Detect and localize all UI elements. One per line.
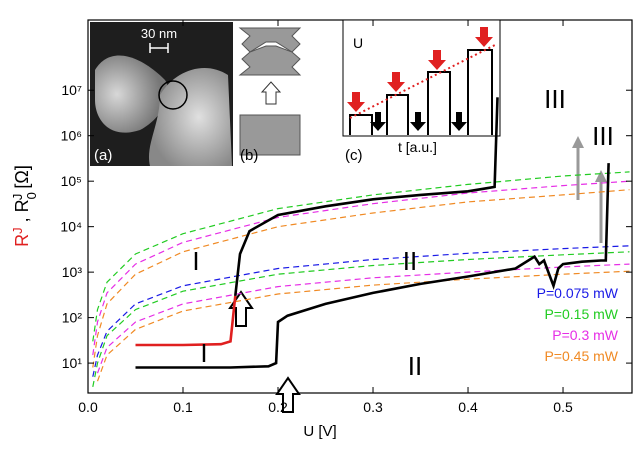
- annotation: I: [200, 338, 207, 368]
- y-label-part: R: [12, 234, 32, 247]
- x-axis-label: U [V]: [303, 423, 336, 440]
- y-tick-label: 10⁶: [61, 128, 82, 144]
- annotation: III: [544, 84, 566, 114]
- model-curve: [92, 180, 630, 356]
- legend-entry: P=0.3 mW: [552, 327, 619, 343]
- inset-a: [90, 22, 233, 166]
- y-tick-label: 10¹: [62, 355, 83, 371]
- measured-curve: [135, 295, 237, 347]
- annotation: 30 nm: [141, 26, 177, 41]
- measured-curve: [234, 97, 499, 297]
- y-label-part: J: [10, 194, 25, 201]
- x-tick-label: 0.2: [268, 399, 288, 415]
- annotation: (a): [94, 147, 112, 164]
- y-label-part: [Ω]: [12, 165, 32, 193]
- model-curve: [96, 270, 630, 382]
- legend-entry: P=0.45 mW: [544, 348, 618, 364]
- x-tick-label: 0.5: [553, 399, 573, 415]
- y-axis-label: RJ , R0J [Ω]: [10, 165, 39, 247]
- annotation: II: [403, 246, 417, 276]
- y-tick-label: 10³: [62, 264, 83, 280]
- inset-c: [342, 19, 501, 137]
- annotation: II: [408, 351, 422, 381]
- y-label-part: , R: [12, 199, 32, 227]
- annotation: III: [592, 121, 614, 151]
- x-tick-label: 0.1: [173, 399, 193, 415]
- inset-b: [236, 22, 312, 166]
- plot-area: [92, 97, 630, 388]
- annotation: (c): [345, 147, 363, 164]
- legend-entry: P=0.075 mW: [537, 285, 619, 301]
- model-curve: [92, 189, 630, 368]
- y-tick-label: 10⁵: [61, 173, 82, 189]
- y-label-part: J: [10, 227, 25, 234]
- y-tick-label: 10²: [62, 310, 83, 326]
- measured-curve: [135, 163, 610, 369]
- x-tick-label: 0.4: [458, 399, 478, 415]
- model-curve: [92, 245, 630, 377]
- annotation: U: [353, 35, 363, 51]
- y-tick-label: 10⁴: [60, 219, 82, 235]
- legend-entry: P=0.15 mW: [544, 306, 618, 322]
- annotation: I: [192, 246, 199, 276]
- x-tick-label: 0.3: [363, 399, 383, 415]
- model-curve: [96, 263, 630, 374]
- annotation: t [a.u.]: [398, 139, 437, 155]
- model-curve: [92, 251, 630, 388]
- y-tick-label: 10⁷: [61, 82, 82, 98]
- annotation: (b): [240, 147, 258, 164]
- y-label-part: 0: [24, 192, 39, 199]
- x-tick-label: 0.0: [78, 399, 98, 415]
- model-curve: [92, 171, 630, 342]
